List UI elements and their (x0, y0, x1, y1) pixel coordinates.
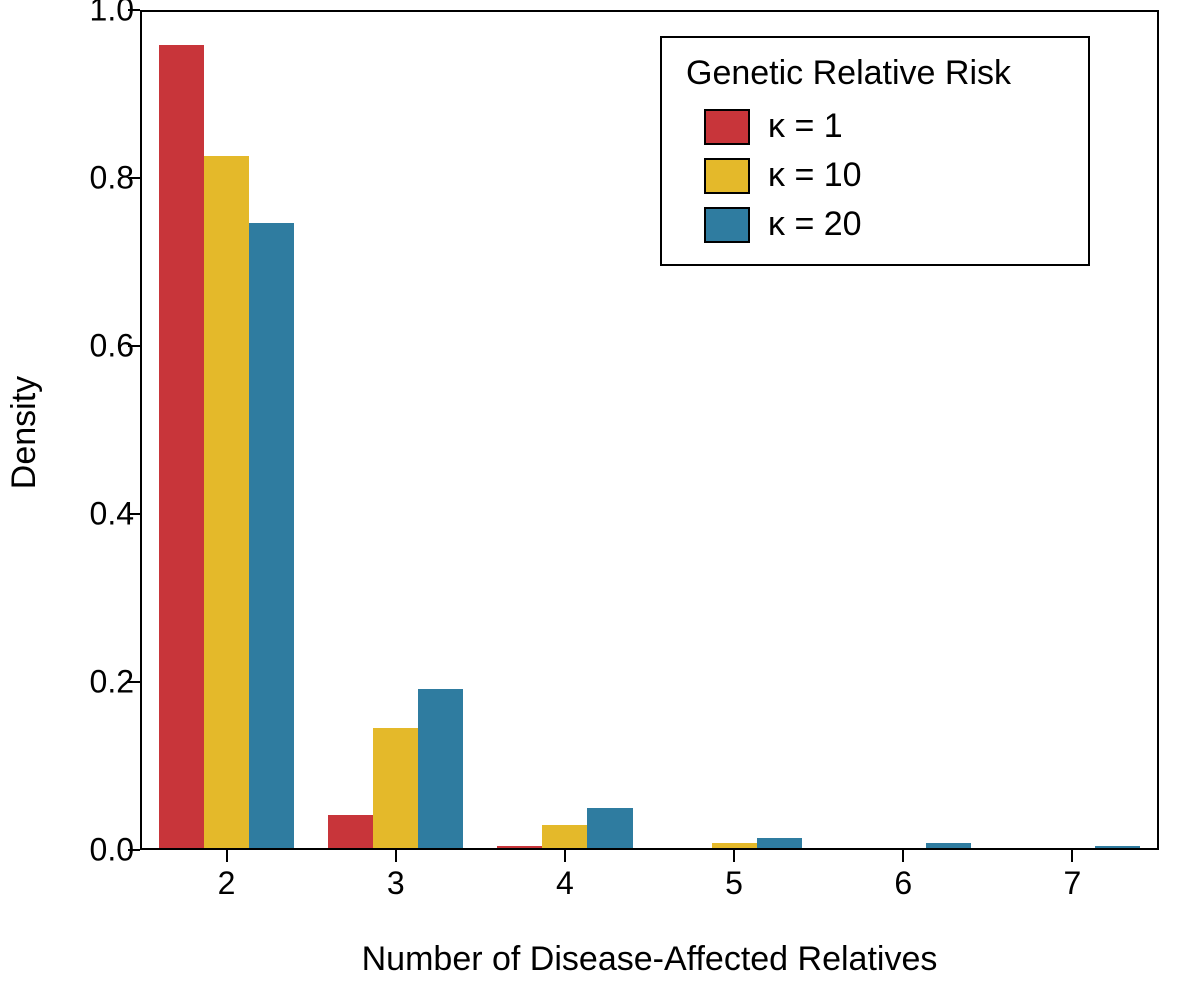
legend-swatch (704, 207, 750, 243)
legend-title: Genetic Relative Risk (686, 54, 1064, 93)
y-tick-mark (128, 513, 140, 515)
y-tick-label: 1.0 (90, 0, 134, 29)
bar (418, 689, 463, 848)
bar (542, 825, 587, 848)
legend-swatch (704, 158, 750, 194)
y-tick-mark (128, 9, 140, 11)
x-tick-label: 6 (894, 865, 912, 902)
bar (926, 843, 971, 848)
x-tick-mark (1071, 850, 1073, 862)
x-tick-label: 5 (725, 865, 743, 902)
bar (497, 846, 542, 848)
x-tick-mark (902, 850, 904, 862)
y-tick-mark (128, 681, 140, 683)
legend-swatch (704, 109, 750, 145)
x-tick-mark (395, 850, 397, 862)
y-tick-mark (128, 849, 140, 851)
bar (712, 843, 757, 848)
legend-item: κ = 10 (686, 156, 1064, 195)
x-tick-label: 4 (556, 865, 574, 902)
bar (587, 808, 632, 848)
bar (159, 45, 204, 848)
y-tick-mark (128, 345, 140, 347)
bar (757, 838, 802, 848)
bar (373, 728, 418, 848)
x-axis-label: Number of Disease-Affected Relatives (140, 940, 1159, 979)
chart-container: Density Number of Disease-Affected Relat… (0, 0, 1179, 994)
legend-item: κ = 1 (686, 107, 1064, 146)
legend-item-label: κ = 10 (768, 156, 862, 195)
x-tick-mark (226, 850, 228, 862)
bar (204, 156, 249, 848)
y-tick-mark (128, 177, 140, 179)
legend-item-label: κ = 20 (768, 205, 862, 244)
bar (1095, 846, 1140, 848)
legend-item-label: κ = 1 (768, 107, 843, 146)
x-tick-label: 3 (387, 865, 405, 902)
x-axis-label-text: Number of Disease-Affected Relatives (362, 940, 938, 978)
bar (249, 223, 294, 848)
x-tick-label: 7 (1064, 865, 1082, 902)
y-axis-label: Density (0, 0, 50, 864)
legend-item: κ = 20 (686, 205, 1064, 244)
legend: Genetic Relative Risk κ = 1 κ = 10 κ = 20 (660, 36, 1090, 266)
y-axis-label-text: Density (6, 375, 45, 488)
x-tick-label: 2 (218, 865, 236, 902)
x-tick-mark (733, 850, 735, 862)
bar (328, 815, 373, 848)
x-tick-mark (564, 850, 566, 862)
